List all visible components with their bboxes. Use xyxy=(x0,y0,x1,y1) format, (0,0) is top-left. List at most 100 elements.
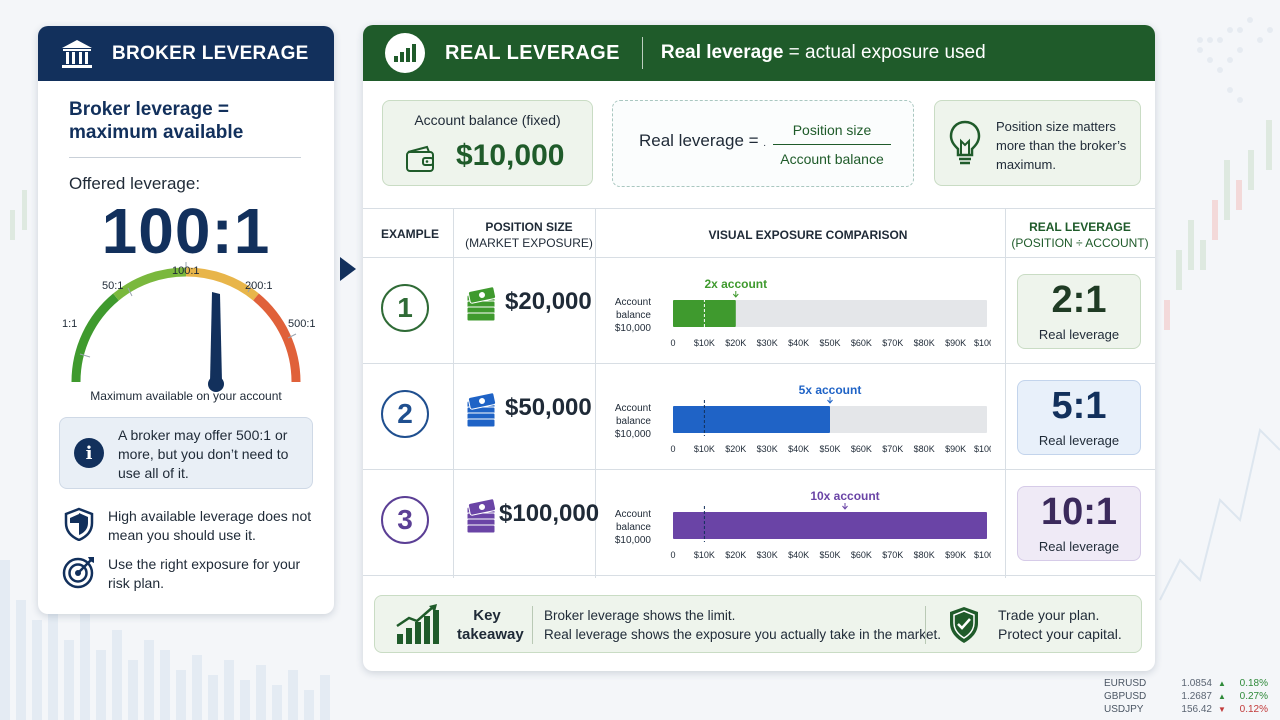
axis-tick-label: $30K xyxy=(757,338,778,348)
exposure-bar xyxy=(673,512,987,539)
real-leverage-result: 2:1 Real leverage xyxy=(1017,274,1141,349)
real-leverage-label: Real leverage xyxy=(1038,327,1120,342)
ticker-symbol: USDJPY xyxy=(1104,704,1144,715)
formula-fraction-bar xyxy=(773,144,891,145)
position-size-tip: Position size matters more than the brok… xyxy=(934,100,1141,186)
gauge-caption: Maximum available on your account xyxy=(90,389,282,403)
exposure-bar-chart: Account balance $10,000 5x account 0 $10K $20K… xyxy=(615,383,991,454)
balance-marker-label: Account xyxy=(615,403,651,414)
header-position-line-2: (MARKET EXPOSURE) xyxy=(465,236,593,250)
axis-tick-label: $50K xyxy=(819,550,840,560)
subtitle-rest: = actual exposure used xyxy=(783,42,986,63)
real-leverage-ratio: 10:1 xyxy=(1040,491,1118,533)
annotation-arrow xyxy=(842,503,848,510)
balance-marker-label: balance xyxy=(616,522,651,533)
axis-tick-label: $70K xyxy=(882,338,903,348)
up-arrow-icon: ▲ xyxy=(1218,692,1226,701)
key-takeaway-banner: Key takeaway Broker leverage shows the l… xyxy=(374,595,1142,653)
note-high-leverage-text: High available leverage does not mean yo… xyxy=(108,508,312,543)
exposure-annotation: 10x account xyxy=(810,489,879,503)
exposure-bar-chart: Account balance $10,000 10x account 0 $10K $20… xyxy=(615,489,991,560)
balance-marker-label: Account xyxy=(615,297,651,308)
axis-tick-label: $20K xyxy=(725,550,746,560)
balance-marker-label: balance xyxy=(616,416,651,427)
axis-tick-label: $90K xyxy=(945,550,966,560)
ticker-row: EURUSD 1.0854 ▲ 0.18% xyxy=(1104,677,1268,690)
key-takeaway-label-2: takeaway xyxy=(457,626,524,643)
key-takeaway-message: Broker leverage shows the limit. Real le… xyxy=(544,606,941,644)
axis-tick-label: 0 xyxy=(670,338,675,348)
bank-icon xyxy=(62,39,92,68)
axis-tick-label: $90K xyxy=(945,338,966,348)
definition-line-1: Broker leverage = xyxy=(69,99,230,120)
gauge-label-50x: 50:1 xyxy=(102,280,124,292)
up-arrow-icon: ▲ xyxy=(1218,679,1226,688)
position-size-value: $100,000 xyxy=(499,500,600,527)
account-balance-value: $10,000 xyxy=(456,139,565,172)
formula-denominator: Account balance xyxy=(780,151,884,167)
header-example: EXAMPLE xyxy=(380,227,439,241)
offered-leverage-label: Offered leverage: xyxy=(69,174,201,193)
ticker-change: 0.12% xyxy=(1239,704,1268,715)
axis-tick-label: $100K xyxy=(974,338,991,348)
cash-stack-coin xyxy=(479,398,485,404)
axis-tick-label: $40K xyxy=(788,338,809,348)
growth-chart-icon xyxy=(396,604,439,644)
divider xyxy=(925,606,926,644)
axis-tick-label: $50K xyxy=(819,444,840,454)
key-takeaway-line-2: Real leverage shows the exposure you act… xyxy=(544,627,941,642)
axis-tick-label: $10K xyxy=(694,550,715,560)
broker-info-text: A broker may offer 500:1 or more, but yo… xyxy=(118,427,289,481)
account-balance-card: Account balance (fixed) $10,000 xyxy=(382,100,593,186)
protect-line-2: Protect your capital. xyxy=(998,626,1122,642)
axis-tick-label: $70K xyxy=(882,444,903,454)
axis-tick-label: $20K xyxy=(725,444,746,454)
annotation-arrow xyxy=(827,397,833,404)
broker-info-callout: i A broker may offer 500:1 or more, but … xyxy=(59,417,313,489)
ticker-row: GBPUSD 1.2687 ▲ 0.27% xyxy=(1104,690,1268,703)
panel-transition-arrow xyxy=(340,257,356,281)
header-real-line-2: (POSITION ÷ ACCOUNT) xyxy=(1011,236,1149,250)
subtitle-bold: Real leverage xyxy=(660,42,784,63)
ticker-price: 1.2687 xyxy=(1181,691,1212,702)
axis-tick-label: $20K xyxy=(725,338,746,348)
real-leverage-subtitle: Real leverage = actual exposure used xyxy=(661,42,986,64)
example-row-3: 3 $100,000 Account balance $10,000 10x acco… xyxy=(363,470,1155,576)
real-leverage-ratio: 2:1 xyxy=(1051,279,1107,321)
axis-tick-label: $100K xyxy=(974,444,991,454)
cash-stack-bill xyxy=(466,312,496,322)
annotation-arrow xyxy=(732,291,739,298)
column-divider xyxy=(453,208,454,578)
cash-stack-coin xyxy=(479,292,485,298)
ticker-symbol: EURUSD xyxy=(1104,678,1147,689)
gauge-needle xyxy=(210,292,222,382)
cash-stack-coin xyxy=(479,504,485,510)
real-leverage-title: REAL LEVERAGE xyxy=(445,41,620,64)
axis-tick-label: $10K xyxy=(694,338,715,348)
broker-leverage-header: BROKER LEVERAGE xyxy=(38,26,334,81)
header-divider xyxy=(641,37,643,69)
divider xyxy=(532,606,533,644)
axis-tick-label: $30K xyxy=(757,550,778,560)
protect-line-1: Trade your plan. xyxy=(998,607,1100,623)
column-divider xyxy=(595,208,596,578)
column-divider xyxy=(1005,208,1006,578)
cash-stack-bill xyxy=(466,524,496,534)
broker-leverage-panel: BROKER LEVERAGE Broker leverage = maximu… xyxy=(38,26,334,614)
axis-tick-label: $80K xyxy=(914,338,935,348)
real-leverage-result: 10:1 Real leverage xyxy=(1017,486,1141,561)
gauge-tick xyxy=(79,353,91,358)
position-size-value: $20,000 xyxy=(505,288,592,315)
example-row-1: 1 $20,000 Account balance $10,000 2x accoun… xyxy=(363,258,1155,364)
formula-lhs: Real leverage = xyxy=(639,131,759,150)
balance-marker-label: Account xyxy=(615,509,651,520)
axis-tick-label: $90K xyxy=(945,444,966,454)
offered-leverage-value: 100:1 xyxy=(101,195,271,267)
ticker-row: USDJPY 156.42 ▼ 0.12% xyxy=(1104,703,1268,716)
leverage-gauge xyxy=(71,262,301,392)
exposure-bar xyxy=(673,300,736,327)
gauge-label-100x: 100:1 xyxy=(172,265,200,277)
ticker-change: 0.27% xyxy=(1239,691,1268,702)
gauge-label-500x: 500:1 xyxy=(288,318,316,330)
real-leverage-formula: Real leverage = · Position size Account … xyxy=(612,100,914,187)
